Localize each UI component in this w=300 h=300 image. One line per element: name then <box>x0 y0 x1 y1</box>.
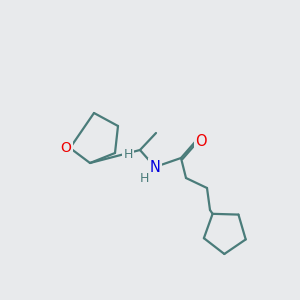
Text: H: H <box>139 172 149 184</box>
Text: H: H <box>123 148 133 160</box>
Text: N: N <box>150 160 160 175</box>
Text: O: O <box>61 141 71 155</box>
Text: O: O <box>195 134 207 148</box>
